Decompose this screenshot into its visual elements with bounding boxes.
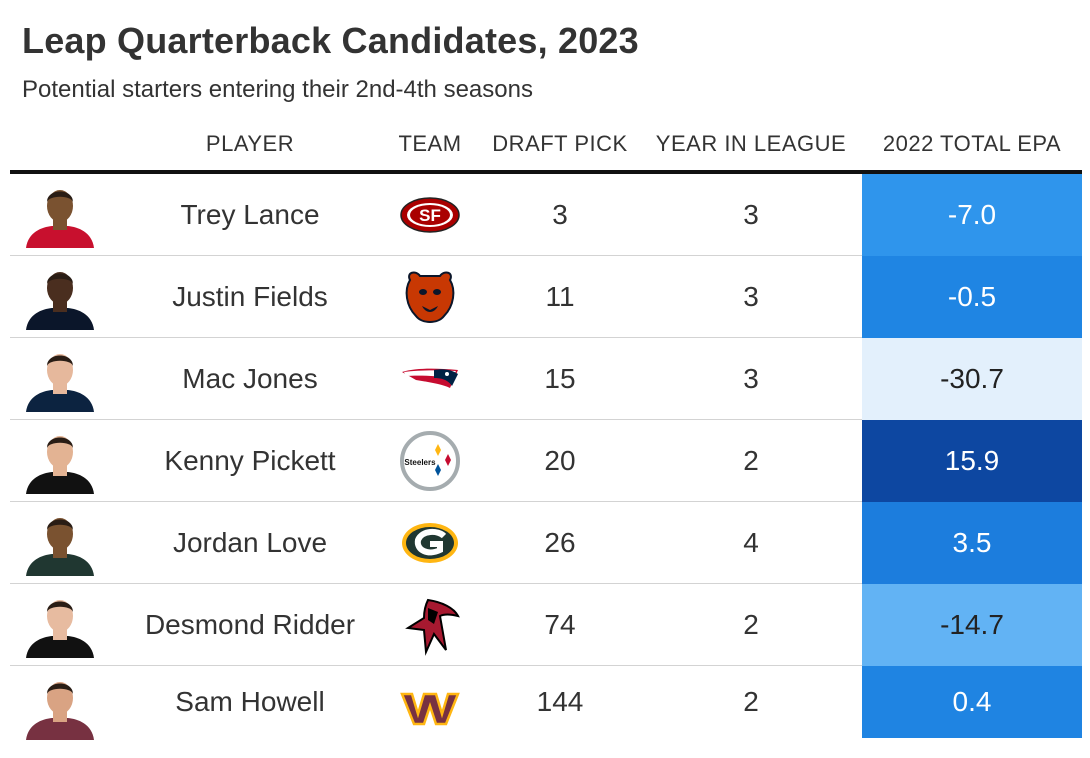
draft-pick-value: 26 — [544, 527, 576, 558]
year-in-league-value: 2 — [743, 609, 759, 640]
draft-pick-value: 15 — [544, 363, 576, 394]
table-row: Mac Jones 15 3 -30.7 — [10, 338, 1082, 420]
bears-logo-icon — [398, 266, 462, 328]
header-rule — [10, 170, 1082, 174]
player-name: Kenny Pickett — [164, 445, 336, 476]
chart-subtitle: Potential starters entering their 2nd-4t… — [22, 76, 533, 103]
player-name: Trey Lance — [180, 199, 320, 230]
header-year-in-league: YEAR IN LEAGUE — [655, 131, 847, 156]
player-name: Sam Howell — [175, 686, 325, 717]
svg-text:Steelers: Steelers — [404, 458, 436, 467]
table-row: Jordan Love 26 4 3.5 — [10, 502, 1082, 584]
year-in-league-value: 3 — [743, 363, 759, 394]
commanders-logo-icon — [398, 676, 462, 738]
svg-text:SF: SF — [419, 206, 441, 225]
draft-pick-value: 3 — [552, 199, 568, 230]
epa-value: -7.0 — [862, 174, 1082, 256]
player-name: Jordan Love — [172, 527, 328, 558]
draft-pick-value: 20 — [544, 445, 576, 476]
player-headshot-icon — [22, 510, 98, 576]
patriots-logo-icon — [398, 348, 462, 410]
player-headshot-icon — [22, 592, 98, 658]
player-headshot-icon — [22, 346, 98, 412]
year-in-league-value: 3 — [743, 281, 759, 312]
draft-pick-value: 11 — [545, 281, 575, 312]
packers-logo-icon — [398, 512, 462, 574]
player-name: Desmond Ridder — [144, 609, 356, 640]
draft-pick-value: 144 — [536, 686, 584, 717]
falcons-logo-icon — [398, 594, 462, 656]
49ers-logo-icon: SF — [398, 184, 462, 246]
steelers-logo-icon: Steelers — [398, 430, 462, 492]
year-in-league-value: 4 — [743, 527, 759, 558]
header-draft-pick: DRAFT PICK — [492, 131, 628, 156]
year-in-league-value: 3 — [743, 199, 759, 230]
player-headshot-icon — [22, 182, 98, 248]
player-headshot-icon — [22, 674, 98, 740]
epa-value: -0.5 — [862, 256, 1082, 338]
header-epa: 2022 TOTAL EPA — [882, 131, 1062, 156]
epa-value: 0.4 — [862, 666, 1082, 738]
header-player: PLAYER — [205, 131, 295, 156]
player-headshot-icon — [22, 428, 98, 494]
player-headshot-icon — [22, 264, 98, 330]
chart-title: Leap Quarterback Candidates, 2023 — [22, 20, 639, 61]
draft-pick-value: 74 — [544, 609, 576, 640]
year-in-league-value: 2 — [743, 686, 759, 717]
table-row: Trey Lance SF 3 3 -7.0 — [10, 174, 1082, 256]
header-team: TEAM — [398, 131, 462, 156]
epa-value: -30.7 — [862, 338, 1082, 420]
table-header: PLAYER TEAM DRAFT PICK YEAR IN LEAGUE 20… — [10, 124, 1082, 168]
epa-value: 3.5 — [862, 502, 1082, 584]
player-name: Mac Jones — [182, 363, 318, 394]
table-row: Kenny Pickett Steelers 20 2 15.9 — [10, 420, 1082, 502]
year-in-league-value: 2 — [743, 445, 759, 476]
table-body: Trey Lance SF 3 3 -7.0 Justin Fields 11 3 -0.… — [10, 174, 1082, 740]
player-name: Justin Fields — [172, 281, 328, 312]
table-row: Sam Howell 144 2 0.4 — [10, 666, 1082, 740]
epa-value: -14.7 — [862, 584, 1082, 666]
table-row: Desmond Ridder 74 2 -14.7 — [10, 584, 1082, 666]
epa-value: 15.9 — [862, 420, 1082, 502]
table-row: Justin Fields 11 3 -0.5 — [10, 256, 1082, 338]
